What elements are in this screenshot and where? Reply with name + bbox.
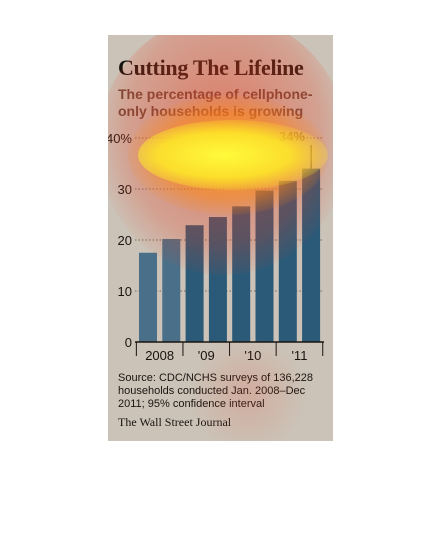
y-tick-label: 20: [118, 233, 132, 248]
bar: [185, 225, 204, 342]
bar: [162, 238, 181, 342]
bar: [139, 252, 157, 342]
y-tick-label: 10: [118, 284, 132, 299]
x-tick-label: '09: [198, 348, 215, 363]
publisher-credit: The Wall Street Journal: [118, 415, 232, 429]
bar: [278, 180, 297, 342]
y-tick-label: 0: [125, 335, 132, 350]
y-tick-label: 30: [118, 182, 132, 197]
annotation-label: 34%: [279, 129, 305, 144]
bar: [232, 206, 251, 342]
bar: [302, 168, 321, 342]
chart-card: Cutting The Lifeline The percentage of c…: [108, 35, 333, 441]
bar: [255, 190, 274, 342]
x-tick-label: '10: [244, 348, 261, 363]
y-tick-label: 40%: [108, 131, 132, 146]
source-note: Source: CDC/NCHS surveys of 136,228 hous…: [118, 372, 314, 410]
bar: [208, 217, 227, 342]
x-tick-label: '11: [291, 348, 307, 363]
x-tick-label: 2008: [145, 348, 174, 363]
